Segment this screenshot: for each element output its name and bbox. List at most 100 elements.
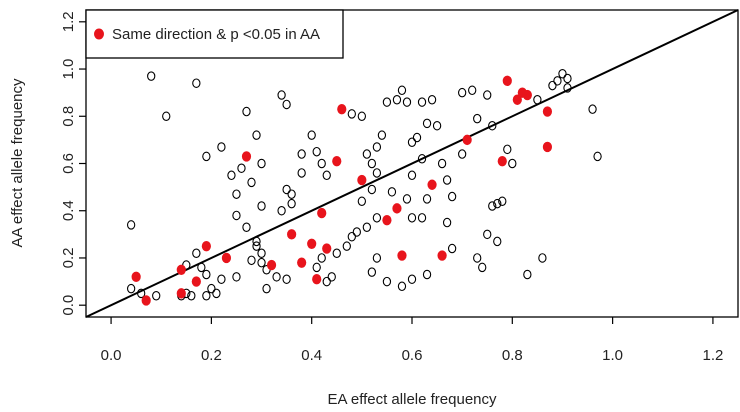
open-point bbox=[242, 106, 251, 117]
x-tick-label: 0.2 bbox=[201, 347, 222, 364]
open-point bbox=[407, 274, 417, 284]
highlighted-point bbox=[287, 229, 297, 240]
highlighted-points bbox=[131, 75, 553, 306]
highlighted-point bbox=[141, 295, 151, 306]
x-axis: 0.0 0.2 0.4 0.6 0.8 1.0 1.2 bbox=[101, 317, 723, 364]
open-point bbox=[503, 144, 512, 155]
open-point bbox=[422, 118, 432, 129]
highlighted-point bbox=[221, 252, 232, 264]
open-point bbox=[548, 80, 557, 91]
open-point bbox=[287, 198, 296, 209]
open-point bbox=[417, 154, 427, 164]
open-point bbox=[432, 120, 442, 131]
open-point bbox=[227, 170, 236, 181]
open-point bbox=[437, 158, 447, 169]
open-point bbox=[422, 194, 432, 204]
open-point bbox=[307, 130, 316, 140]
open-point bbox=[192, 248, 201, 258]
open-points bbox=[126, 69, 602, 306]
open-point bbox=[322, 276, 331, 287]
open-point bbox=[322, 170, 331, 181]
open-point bbox=[207, 283, 216, 294]
open-point bbox=[197, 262, 206, 273]
open-point bbox=[483, 90, 492, 100]
open-point bbox=[357, 196, 366, 207]
open-point bbox=[397, 85, 407, 96]
open-point bbox=[493, 198, 502, 209]
open-point bbox=[458, 87, 467, 98]
x-tick-label: 1.2 bbox=[702, 347, 723, 364]
open-point bbox=[473, 253, 482, 263]
highlighted-point bbox=[312, 274, 322, 285]
open-point bbox=[137, 288, 146, 299]
open-point bbox=[538, 253, 547, 263]
open-point bbox=[488, 201, 497, 211]
open-point bbox=[282, 99, 291, 110]
open-point bbox=[533, 94, 542, 105]
highlighted-point bbox=[131, 271, 141, 283]
highlighted-point bbox=[332, 155, 342, 167]
highlighted-point bbox=[191, 276, 201, 287]
open-point bbox=[257, 248, 266, 258]
open-point bbox=[357, 111, 366, 122]
x-tick-label: 0.4 bbox=[301, 347, 322, 364]
open-point bbox=[407, 213, 417, 223]
open-point bbox=[367, 267, 377, 277]
open-point bbox=[237, 163, 246, 173]
open-point bbox=[427, 94, 437, 105]
y-tick-label: 0.8 bbox=[60, 106, 77, 127]
highlighted-point bbox=[317, 207, 327, 219]
highlighted-point bbox=[542, 106, 553, 117]
open-point bbox=[126, 283, 136, 294]
open-point bbox=[473, 113, 482, 124]
open-point bbox=[417, 97, 427, 107]
open-point bbox=[563, 83, 572, 93]
highlighted-point bbox=[382, 214, 392, 226]
open-point bbox=[417, 213, 427, 223]
open-point bbox=[372, 213, 382, 223]
open-point bbox=[377, 130, 387, 140]
x-tick-label: 0.6 bbox=[402, 347, 423, 364]
open-point bbox=[217, 142, 226, 152]
open-point bbox=[367, 158, 377, 169]
open-point bbox=[563, 73, 572, 84]
open-point bbox=[277, 90, 286, 100]
legend: Same direction & p <0.05 in AA bbox=[85, 9, 344, 59]
open-point bbox=[553, 76, 562, 86]
highlighted-point bbox=[517, 87, 527, 98]
open-point bbox=[392, 94, 402, 105]
highlighted-point bbox=[427, 179, 437, 190]
open-point bbox=[332, 248, 341, 258]
open-point bbox=[483, 229, 492, 240]
x-tick-label: 0.8 bbox=[502, 347, 523, 364]
open-point bbox=[367, 184, 377, 195]
open-point bbox=[387, 187, 397, 197]
x-tick-label: 1.0 bbox=[602, 347, 623, 364]
open-point bbox=[382, 276, 392, 287]
open-point bbox=[327, 272, 336, 282]
open-point bbox=[317, 158, 326, 169]
open-point bbox=[247, 177, 256, 188]
open-point bbox=[272, 272, 281, 282]
open-point bbox=[257, 201, 266, 211]
highlighted-point bbox=[357, 174, 367, 186]
highlighted-point bbox=[337, 103, 347, 115]
open-point bbox=[287, 189, 296, 199]
open-point bbox=[447, 243, 457, 254]
open-point bbox=[312, 262, 321, 273]
open-point bbox=[402, 194, 412, 204]
y-axis-label: AA effect allele frequency bbox=[9, 78, 26, 247]
highlighted-point bbox=[266, 259, 277, 271]
highlighted-point bbox=[437, 250, 447, 261]
open-point bbox=[187, 290, 196, 301]
highlighted-point bbox=[392, 203, 402, 214]
highlighted-point bbox=[297, 257, 307, 268]
open-point bbox=[282, 184, 291, 195]
open-point bbox=[468, 85, 477, 96]
highlighted-point bbox=[322, 243, 332, 254]
open-point bbox=[593, 151, 602, 162]
open-point bbox=[232, 272, 241, 282]
legend-box bbox=[85, 9, 344, 59]
open-point bbox=[407, 137, 417, 147]
open-point bbox=[478, 262, 487, 273]
